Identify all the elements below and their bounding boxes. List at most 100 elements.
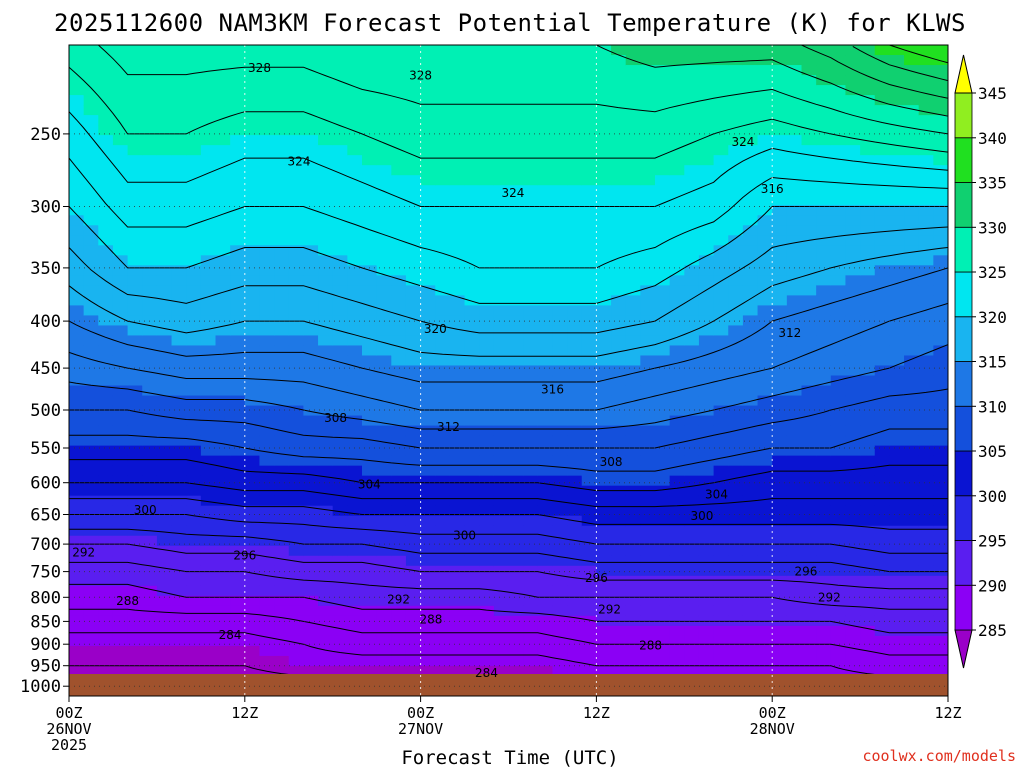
field-cell bbox=[684, 545, 700, 557]
field-cell bbox=[508, 145, 524, 156]
field-cell bbox=[479, 125, 495, 136]
field-cell bbox=[889, 625, 905, 637]
field-cell bbox=[918, 335, 934, 347]
field-cell bbox=[816, 535, 832, 547]
field-cell bbox=[171, 305, 187, 317]
field-cell bbox=[918, 45, 934, 56]
field-cell bbox=[83, 635, 99, 647]
field-cell bbox=[786, 165, 803, 176]
field-cell bbox=[274, 245, 290, 256]
field-cell bbox=[816, 395, 832, 407]
field-cell bbox=[230, 315, 246, 327]
field-cell bbox=[508, 345, 524, 357]
field-cell bbox=[523, 225, 539, 236]
field-cell bbox=[69, 85, 85, 96]
field-cell bbox=[405, 505, 422, 517]
field-cell bbox=[405, 215, 422, 226]
field-cell bbox=[362, 535, 378, 547]
field-cell bbox=[537, 235, 554, 246]
field-cell bbox=[728, 515, 744, 527]
field-cell bbox=[918, 175, 934, 186]
field-cell bbox=[757, 555, 773, 567]
field-cell bbox=[391, 255, 407, 266]
field-cell bbox=[713, 435, 729, 447]
field-cell bbox=[772, 435, 788, 447]
field-cell bbox=[449, 435, 466, 447]
field-cell bbox=[669, 45, 685, 56]
field-cell bbox=[493, 95, 510, 106]
field-cell bbox=[186, 635, 202, 647]
field-cell bbox=[567, 135, 583, 146]
field-cell bbox=[611, 545, 627, 557]
field-cell bbox=[816, 415, 832, 427]
field-cell bbox=[816, 145, 832, 156]
field-cell bbox=[69, 595, 85, 607]
field-cell bbox=[918, 145, 934, 156]
field-cell bbox=[889, 375, 905, 387]
field-cell bbox=[156, 175, 173, 186]
field-cell bbox=[669, 395, 685, 407]
field-cell bbox=[259, 125, 275, 136]
field-cell bbox=[83, 555, 99, 567]
field-cell bbox=[347, 445, 363, 457]
field-cell bbox=[112, 45, 129, 56]
contour-330 bbox=[362, 45, 948, 117]
field-cell bbox=[537, 605, 554, 617]
field-cell bbox=[567, 235, 583, 246]
field-cell bbox=[845, 125, 861, 136]
field-cell bbox=[742, 45, 759, 56]
field-cell bbox=[830, 435, 847, 447]
field-cell bbox=[845, 445, 861, 457]
field-cell bbox=[156, 265, 173, 276]
field-cell bbox=[611, 125, 627, 136]
field-cell bbox=[127, 555, 143, 567]
field-cell bbox=[596, 225, 612, 236]
field-cell bbox=[127, 405, 143, 417]
field-cell bbox=[464, 545, 480, 557]
field-cell bbox=[698, 75, 715, 86]
field-cell bbox=[405, 625, 422, 637]
field-cell bbox=[332, 545, 348, 557]
field-cell bbox=[376, 505, 392, 517]
field-cell bbox=[567, 495, 583, 507]
field-cell bbox=[625, 475, 641, 487]
field-cell bbox=[479, 525, 495, 537]
field-cell bbox=[112, 225, 129, 236]
field-cell bbox=[772, 125, 788, 136]
field-cell bbox=[845, 95, 861, 106]
field-cell bbox=[420, 425, 436, 437]
field-cell bbox=[772, 215, 788, 226]
field-cell bbox=[332, 585, 348, 597]
field-cell bbox=[581, 665, 597, 677]
field-cell bbox=[362, 405, 378, 417]
field-cell bbox=[215, 145, 231, 156]
field-cell bbox=[669, 105, 685, 116]
field-cell bbox=[244, 655, 261, 667]
field-cell bbox=[347, 635, 363, 647]
field-cell bbox=[860, 445, 876, 457]
field-cell bbox=[230, 525, 246, 537]
field-cell bbox=[889, 455, 905, 467]
field-cell bbox=[816, 55, 832, 66]
field-cell bbox=[786, 495, 803, 507]
field-cell bbox=[567, 355, 583, 367]
field-cell bbox=[801, 635, 817, 647]
field-cell bbox=[611, 585, 627, 597]
field-cell bbox=[83, 445, 99, 457]
field-cell bbox=[405, 225, 422, 236]
field-cell bbox=[830, 275, 847, 286]
field-cell bbox=[156, 145, 173, 156]
field-cell bbox=[244, 125, 261, 136]
field-cell bbox=[889, 115, 905, 126]
field-cell bbox=[200, 435, 217, 447]
field-cell bbox=[200, 215, 217, 226]
field-cell bbox=[215, 195, 231, 206]
field-cell bbox=[259, 395, 275, 407]
field-cell bbox=[142, 155, 158, 166]
field-cell bbox=[142, 415, 158, 427]
field-cell bbox=[259, 555, 275, 567]
field-cell bbox=[449, 515, 466, 527]
field-cell bbox=[669, 605, 685, 617]
field-cell bbox=[757, 595, 773, 607]
field-cell bbox=[581, 175, 597, 186]
